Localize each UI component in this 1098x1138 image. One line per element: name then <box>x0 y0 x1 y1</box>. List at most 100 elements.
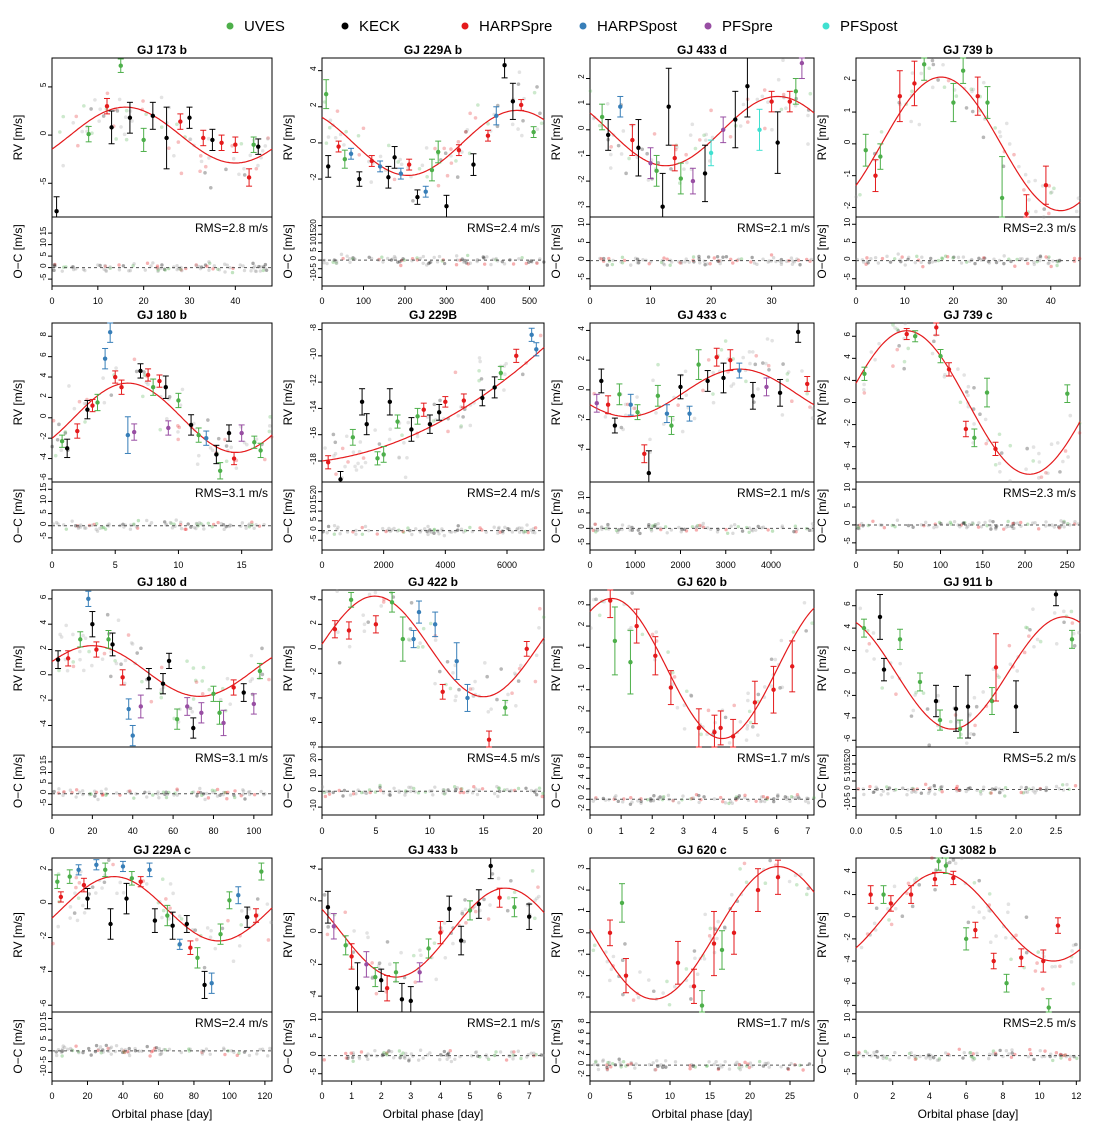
residual-point <box>204 791 209 796</box>
xtick-label: 0 <box>49 1091 54 1101</box>
raw-point <box>326 925 331 929</box>
raw-point <box>741 355 745 360</box>
binned-point <box>374 451 381 466</box>
residual-point <box>535 260 539 265</box>
raw-point <box>1054 641 1059 646</box>
residual-point <box>169 521 173 525</box>
residual-point <box>369 256 374 261</box>
raw-point <box>1006 902 1011 907</box>
residual-point <box>347 256 352 261</box>
raw-point <box>972 385 976 390</box>
residual-point <box>445 1057 449 1061</box>
raw-point <box>167 395 172 399</box>
rv-ytick-label: 0 <box>577 928 586 933</box>
residual-point <box>455 528 459 533</box>
raw-point <box>756 733 760 737</box>
residual-point <box>522 529 526 534</box>
binned-marker <box>377 164 383 169</box>
oc-frame <box>589 746 815 816</box>
residual-point <box>128 789 132 793</box>
residual-point <box>749 528 754 532</box>
residual-point <box>158 1052 162 1057</box>
raw-point <box>695 972 700 977</box>
raw-point <box>129 641 134 645</box>
raw-point <box>406 420 411 425</box>
raw-point <box>124 108 129 113</box>
oc-axis-label: O−C [m/s] <box>815 754 829 808</box>
residual-point <box>428 260 432 265</box>
binned-marker <box>691 984 697 989</box>
binned-marker <box>251 701 257 707</box>
raw-point <box>245 442 249 447</box>
legend-item-harpspost: HARPSpost <box>579 18 678 35</box>
residual-point <box>1056 525 1061 529</box>
raw-point <box>787 879 792 884</box>
residual-point <box>994 260 999 265</box>
raw-point <box>100 886 104 890</box>
residual-point <box>1052 525 1057 529</box>
raw-point <box>1037 451 1041 456</box>
residual-point <box>403 1054 407 1058</box>
residual-point <box>924 1056 928 1060</box>
raw-point <box>930 856 934 860</box>
binned-marker <box>199 710 204 716</box>
raw-point <box>889 922 894 927</box>
residual-point <box>766 260 770 264</box>
raw-point <box>179 917 184 921</box>
raw-point <box>446 429 450 434</box>
raw-point <box>913 693 917 697</box>
rv-axis-label: RV [m/s] <box>549 646 563 692</box>
xtick-label: 80 <box>189 1091 199 1101</box>
binned-point <box>337 470 344 483</box>
xtick-label: 0 <box>587 296 592 306</box>
oc-ytick-label: 0 <box>843 785 852 790</box>
raw-point <box>603 415 608 419</box>
residual-point <box>253 264 257 268</box>
raw-point <box>521 118 525 123</box>
raw-point <box>869 350 874 354</box>
residual-point <box>517 530 522 534</box>
raw-point <box>98 107 102 111</box>
rv-ytick-label: 5 <box>39 82 48 87</box>
binned-point <box>74 423 81 439</box>
raw-point <box>82 910 87 915</box>
rms-label: RMS=2.3 m/s <box>1003 221 1076 235</box>
xtick-label: 6 <box>497 1091 502 1101</box>
residual-point <box>865 256 869 260</box>
residual-point <box>959 261 964 265</box>
raw-point <box>1012 152 1016 157</box>
residual-point <box>54 520 59 525</box>
residual-point <box>135 526 140 530</box>
raw-point <box>887 918 891 922</box>
binned-point <box>125 698 132 720</box>
raw-point <box>640 632 645 637</box>
raw-point <box>948 719 953 724</box>
raw-point <box>533 679 538 684</box>
binned-point <box>226 424 233 442</box>
residual-point <box>1043 1049 1047 1053</box>
raw-point <box>747 709 752 714</box>
binned-marker <box>502 63 507 68</box>
raw-point <box>532 90 537 95</box>
raw-point <box>231 156 236 161</box>
binned-marker <box>126 706 131 712</box>
residual-point <box>945 522 950 526</box>
residual-point <box>163 268 167 272</box>
binned-marker <box>406 162 412 167</box>
raw-point <box>396 160 400 164</box>
binned-marker <box>476 901 482 907</box>
residual-point <box>703 263 707 267</box>
raw-point <box>723 339 728 343</box>
binned-marker <box>343 943 348 948</box>
residual-point <box>432 528 436 532</box>
binned-point <box>84 399 91 420</box>
residual-point <box>391 1056 396 1060</box>
residual-point <box>971 1055 975 1060</box>
raw-point <box>203 170 207 175</box>
binned-point <box>93 859 100 871</box>
raw-point <box>463 130 468 134</box>
residual-point <box>1062 520 1067 525</box>
residual-point <box>793 524 798 528</box>
residual-point <box>697 793 701 798</box>
